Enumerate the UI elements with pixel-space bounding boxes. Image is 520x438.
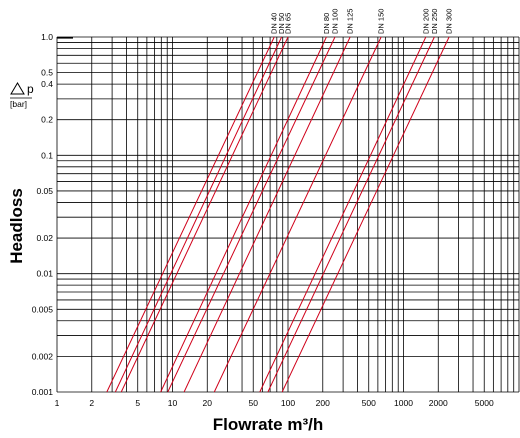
x-tick-label: 5000 (475, 398, 494, 408)
series-label: DN 200 (421, 9, 430, 34)
series-label: DN 300 (445, 9, 454, 34)
series-label: DN 50 (277, 13, 286, 34)
x-tick-label: 2 (89, 398, 94, 408)
delta-p-unit: [bar] (10, 99, 27, 109)
y-tick-label: 1.0 (41, 32, 53, 42)
series-label: DN 80 (322, 13, 331, 34)
x-tick-label: 100 (281, 398, 295, 408)
y-tick-labels: 1.0 0.50.4 0.2 0.1 0.05 0.02 0.01 0.005 0.002 0.0… (32, 32, 54, 397)
series-line (213, 36, 382, 393)
ymax-marker (57, 37, 73, 39)
series-line (281, 36, 450, 393)
series-label: DN 150 (377, 9, 386, 34)
x-tick-label: 1000 (394, 398, 413, 408)
series-label: DN 100 (330, 9, 339, 34)
series-line (114, 36, 283, 393)
delta-icon (10, 82, 25, 95)
series-lines (106, 36, 450, 393)
x-tick-label: 200 (316, 398, 330, 408)
x-tick-labels: 1 2 5 10 20 50 100 200 500 1000 2000 5000 (55, 398, 494, 408)
y-tick-label: 0.01 (36, 269, 53, 279)
series-label: DN 40 (270, 13, 279, 34)
x-tick-label: 1 (55, 398, 60, 408)
x-axis-title: Flowrate m³/h (213, 415, 324, 434)
series-line (267, 36, 435, 393)
y-axis-title: Headloss (7, 188, 26, 264)
y-tick-label: 0.2 (41, 115, 53, 125)
y-tick-label: 0.001 (32, 387, 54, 397)
x-tick-label: 20 (203, 398, 213, 408)
delta-p-label: p [bar] (10, 82, 34, 109)
series-line (183, 36, 351, 393)
x-tick-label: 10 (168, 398, 178, 408)
y-tick-label: 0.002 (32, 351, 54, 361)
y-tick-label: 0.4 (41, 79, 53, 89)
y-tick-label: 0.05 (36, 186, 53, 196)
grid-lines (56, 36, 520, 393)
series-label: DN 65 (284, 13, 293, 34)
y-tick-label: 0.1 (41, 150, 53, 160)
series-line (106, 36, 275, 393)
x-tick-label: 50 (248, 398, 258, 408)
y-tick-label: 0.005 (32, 304, 54, 314)
series-label: DN 125 (346, 9, 355, 34)
delta-p-symbol: p (27, 82, 34, 96)
series-line (259, 36, 427, 393)
x-tick-label: 500 (362, 398, 376, 408)
y-tick-label: 0.02 (36, 233, 53, 243)
series-line (120, 36, 289, 393)
series-label: DN 250 (430, 9, 439, 34)
y-tick-label: 0.5 (41, 68, 53, 78)
x-tick-label: 2000 (429, 398, 448, 408)
series-line (167, 36, 336, 393)
x-tick-label: 5 (135, 398, 140, 408)
series-line (160, 36, 327, 393)
